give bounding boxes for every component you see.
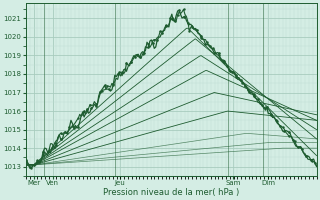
X-axis label: Pression niveau de la mer( hPa ): Pression niveau de la mer( hPa ) <box>103 188 239 197</box>
